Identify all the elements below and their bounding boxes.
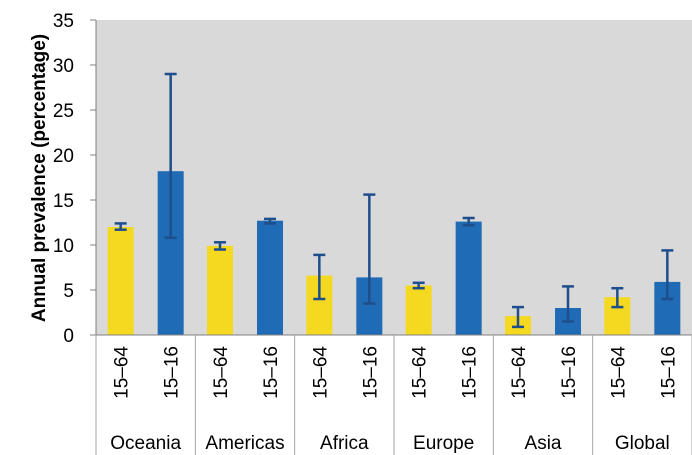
category-label: 15–16 [658, 346, 679, 399]
y-tick-label: 10 [53, 236, 74, 257]
category-label: 15–64 [112, 346, 133, 399]
category-label: 15–64 [608, 346, 629, 399]
bar [107, 227, 134, 335]
y-tick-label: 20 [53, 146, 74, 167]
y-tick-label: 35 [53, 11, 74, 32]
y-tick-label: 0 [63, 326, 74, 347]
plot-area [96, 20, 692, 335]
y-tick-label: 15 [53, 191, 74, 212]
category-label: 15–16 [559, 346, 580, 399]
axes-layer [90, 19, 692, 455]
group-label: Oceania [110, 433, 181, 454]
y-tick-label: 5 [63, 281, 74, 302]
group-label: Asia [525, 433, 562, 454]
category-label: 15–64 [211, 346, 232, 399]
group-label: Americas [205, 433, 284, 454]
category-label: 15–16 [460, 346, 481, 399]
category-label: 15–16 [162, 346, 183, 399]
category-label: 15–16 [261, 346, 282, 399]
category-label: 15–64 [410, 346, 431, 399]
labels-layer: 0 5 10 15 20 25 30 35 Oceania 15–64 15–16 Americas 1… [53, 11, 679, 454]
group-label: Global [615, 433, 670, 454]
category-label: 15–16 [360, 346, 381, 399]
group-label: Africa [320, 433, 369, 454]
y-tick-label: 25 [53, 101, 74, 122]
y-axis-title: Annual prevalence (percentage) [29, 34, 50, 322]
bar [405, 285, 432, 335]
bar [207, 245, 233, 335]
category-label: 15–64 [310, 346, 331, 399]
bar [455, 221, 482, 335]
error-bars-layer [114, 72, 674, 329]
y-tick-label: 30 [53, 56, 74, 77]
group-label: Europe [413, 433, 474, 454]
category-label: 15–64 [509, 346, 530, 399]
bar [257, 220, 283, 335]
bars-layer [107, 171, 681, 335]
